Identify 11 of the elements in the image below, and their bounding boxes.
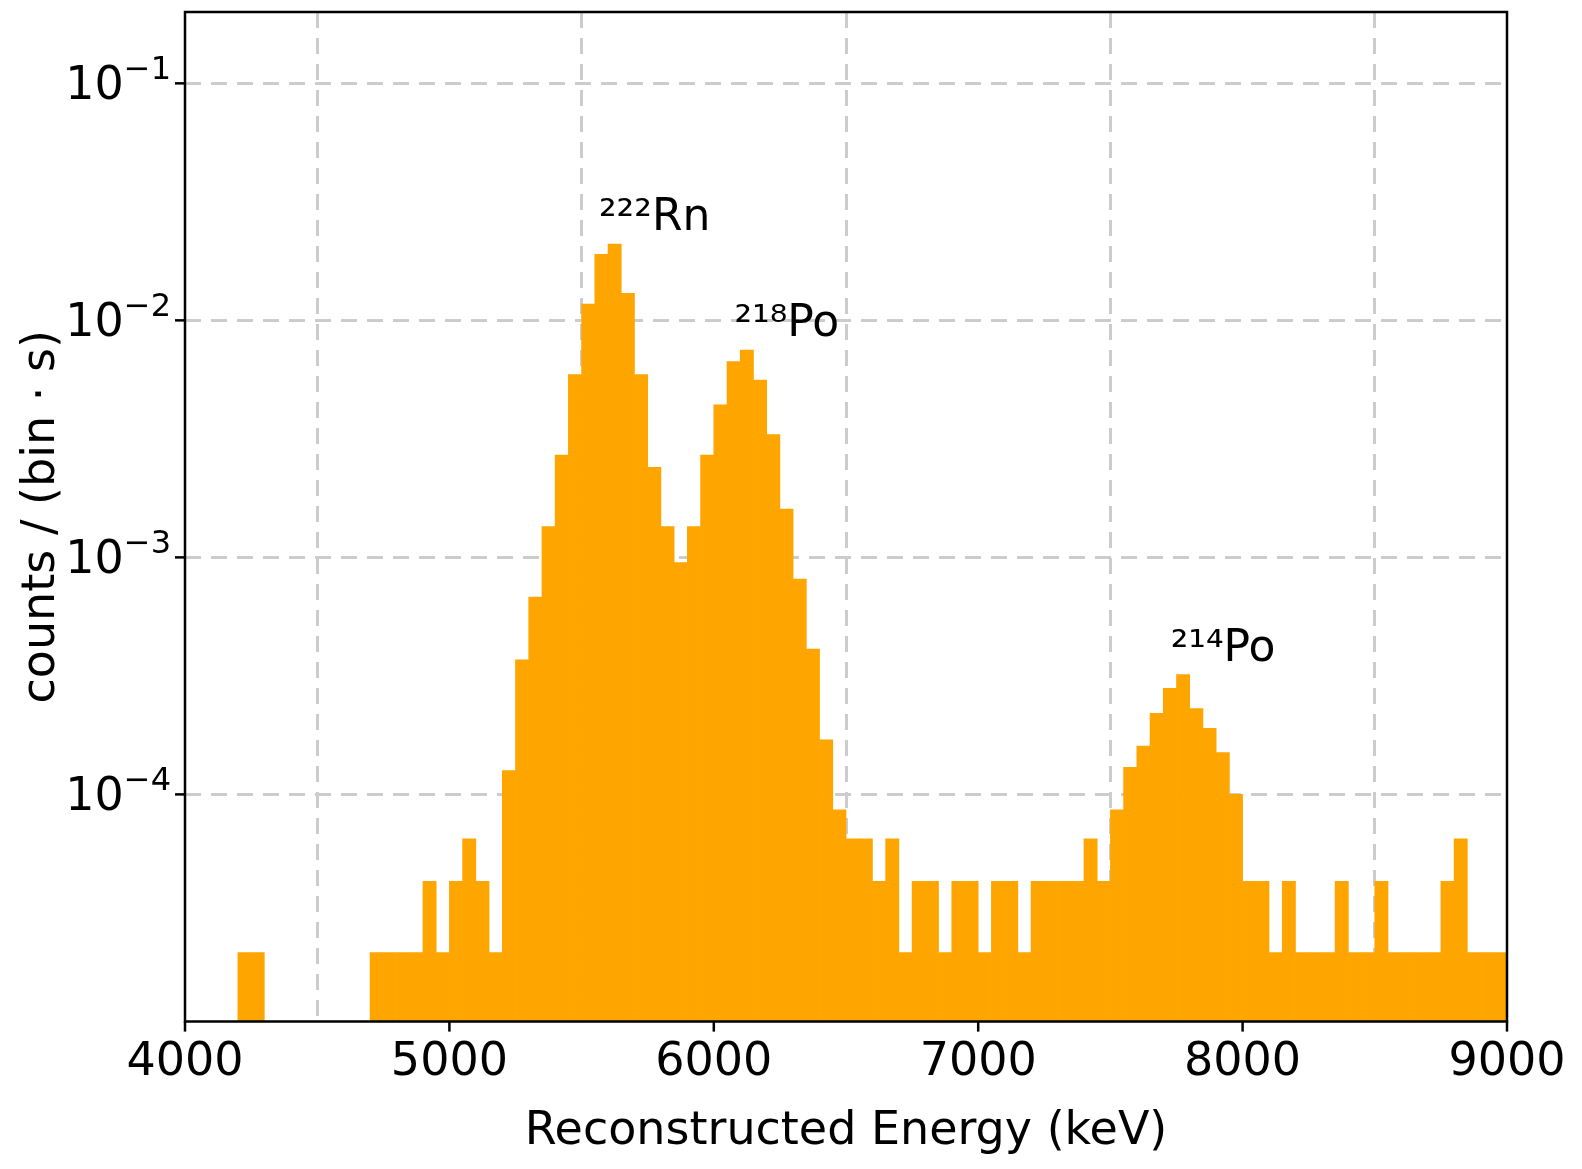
x-tick-label: 4000 (126, 1032, 244, 1087)
annotation: ²¹⁸Po (734, 294, 840, 346)
x-tick-label: 5000 (390, 1032, 508, 1087)
y-axis-title: counts / (bin · s) (10, 330, 65, 704)
annotation: ²¹⁴Po (1170, 619, 1276, 671)
x-tick-label: 6000 (655, 1032, 773, 1087)
x-tick-label: 8000 (1184, 1032, 1302, 1087)
annotation: ²²²Rn (598, 188, 711, 240)
x-tick-label: 7000 (919, 1032, 1037, 1087)
x-tick-label: 9000 (1448, 1032, 1566, 1087)
x-axis-title: Reconstructed Energy (keV) (524, 1101, 1168, 1156)
